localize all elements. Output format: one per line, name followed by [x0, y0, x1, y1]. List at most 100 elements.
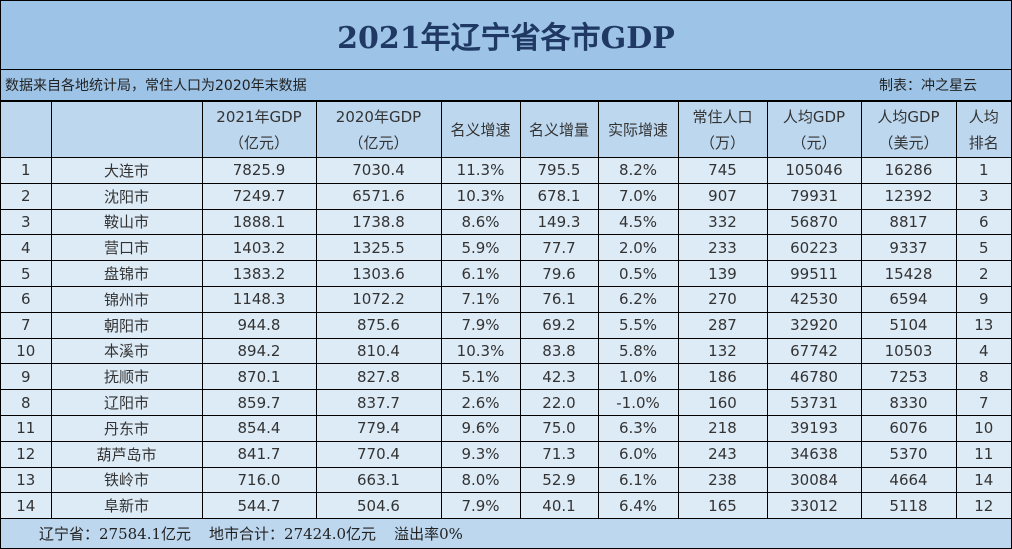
cell-real-growth: 6.3%	[597, 414, 679, 442]
cell-population: 243	[677, 440, 768, 468]
cell-gdp-rank: 9	[1, 363, 52, 391]
header-line: （万）	[699, 133, 745, 152]
column-header-gdp-per-capita-cny: 人均GDP （元）	[766, 101, 862, 158]
cell-nominal-growth: 7.1%	[440, 285, 521, 313]
cell-gdp-2021: 894.2	[201, 337, 317, 365]
table-row: 11 丹东市 854.4 779.4 9.6% 75.0 6.3% 218 39193 6076 1…	[1, 414, 1011, 442]
cell-nominal-growth: 8.6%	[440, 208, 521, 236]
cell-gdp-rank: 4	[1, 234, 52, 262]
cell-gdp-rank: 1	[1, 157, 52, 184]
cell-nominal-increase: 75.0	[519, 414, 599, 442]
cell-nominal-growth: 9.6%	[440, 414, 521, 442]
cell-gdp-rank: 7	[1, 311, 52, 339]
cell-per-capita-rank: 2	[955, 260, 1011, 287]
cell-city: 铁岭市	[50, 466, 203, 494]
column-header-city	[50, 101, 203, 158]
cell-real-growth: 7.0%	[597, 182, 679, 210]
cell-gdp-per-capita-cny: 32920	[766, 311, 862, 339]
cell-city: 大连市	[50, 157, 203, 184]
cell-city: 葫芦岛市	[50, 440, 203, 468]
cell-city: 锦州市	[50, 285, 203, 313]
cell-real-growth: 1.0%	[597, 363, 679, 391]
cell-gdp-rank: 12	[1, 440, 52, 468]
cell-population: 132	[677, 337, 768, 365]
cell-population: 165	[677, 492, 768, 520]
cell-gdp-per-capita-cny: 46780	[766, 363, 862, 391]
cell-per-capita-rank: 11	[955, 440, 1011, 468]
column-header-gdp-2021: 2021年GDP （亿元）	[201, 101, 317, 158]
table-row: 8 辽阳市 859.7 837.7 2.6% 22.0 -1.0% 160 53731 8330 7	[1, 389, 1011, 416]
cell-gdp-per-capita-usd: 5370	[860, 440, 957, 468]
gdp-table: 2021年GDP （亿元） 2020年GDP （亿元） 名义增速 名义增量 实际增速 常住人口…	[1, 101, 1011, 520]
cell-real-growth: 8.2%	[597, 157, 679, 184]
table-row: 6 锦州市 1148.3 1072.2 7.1% 76.1 6.2% 270 42530 6594…	[1, 285, 1011, 313]
cell-real-growth: 5.5%	[597, 311, 679, 339]
cell-gdp-per-capita-usd: 9337	[860, 234, 957, 262]
header-line: 2021年GDP	[216, 107, 302, 126]
header-line: 人均GDP	[782, 107, 846, 126]
table-row: 12 葫芦岛市 841.7 770.4 9.3% 71.3 6.0% 243 34638 5370…	[1, 440, 1011, 468]
cell-per-capita-rank: 9	[955, 285, 1011, 313]
cell-per-capita-rank: 12	[955, 492, 1011, 520]
column-header-real-growth: 实际增速	[597, 101, 679, 158]
cell-gdp-per-capita-cny: 42530	[766, 285, 862, 313]
cell-gdp-2021: 7825.9	[201, 157, 317, 184]
cell-nominal-growth: 6.1%	[440, 260, 521, 287]
cell-real-growth: 5.8%	[597, 337, 679, 365]
cell-city: 朝阳市	[50, 311, 203, 339]
header-line: 名义增速	[450, 120, 511, 139]
cell-gdp-rank: 2	[1, 182, 52, 210]
cell-per-capita-rank: 5	[955, 234, 1011, 262]
cell-real-growth: -1.0%	[597, 389, 679, 416]
table-maker: 制表：冲之星云	[879, 78, 977, 94]
header-line: （亿元）	[348, 133, 409, 152]
data-source-note: 数据来自各地统计局，常住人口为2020年末数据	[5, 78, 307, 94]
column-header-nominal-growth: 名义增速	[440, 101, 521, 158]
cell-gdp-per-capita-cny: 67742	[766, 337, 862, 365]
header-line: 人均	[968, 107, 999, 126]
cell-gdp-2021: 944.8	[201, 311, 317, 339]
cell-gdp-rank: 8	[1, 389, 52, 416]
table-row: 13 铁岭市 716.0 663.1 8.0% 52.9 6.1% 238 30084 4664 1…	[1, 466, 1011, 494]
cell-per-capita-rank: 13	[955, 311, 1011, 339]
cell-gdp-2021: 1888.1	[201, 208, 317, 236]
column-header-gdp-2020: 2020年GDP （亿元）	[315, 101, 442, 158]
cell-city: 鞍山市	[50, 208, 203, 236]
cell-gdp-rank: 5	[1, 260, 52, 287]
cell-gdp-2020: 663.1	[315, 466, 442, 494]
cell-gdp-2020: 504.6	[315, 492, 442, 520]
cell-population: 139	[677, 260, 768, 287]
cell-city: 沈阳市	[50, 182, 203, 210]
cell-per-capita-rank: 4	[955, 337, 1011, 365]
header-line: （美元）	[878, 133, 939, 152]
cell-gdp-2021: 1403.2	[201, 234, 317, 262]
cell-gdp-rank: 6	[1, 285, 52, 313]
cell-nominal-growth: 8.0%	[440, 466, 521, 494]
table-row: 14 阜新市 544.7 504.6 7.9% 40.1 6.4% 165 33012 5118 1…	[1, 492, 1011, 520]
cell-gdp-2020: 1072.2	[315, 285, 442, 313]
cell-city: 抚顺市	[50, 363, 203, 391]
table-row: 7 朝阳市 944.8 875.6 7.9% 69.2 5.5% 287 32920 5104 13	[1, 311, 1011, 339]
cell-gdp-per-capita-usd: 7253	[860, 363, 957, 391]
cell-nominal-increase: 71.3	[519, 440, 599, 468]
cell-population: 907	[677, 182, 768, 210]
cell-gdp-per-capita-usd: 10503	[860, 337, 957, 365]
cell-gdp-2021: 841.7	[201, 440, 317, 468]
header-line: 排名	[968, 133, 999, 152]
cell-gdp-rank: 3	[1, 208, 52, 236]
header-row: 2021年GDP （亿元） 2020年GDP （亿元） 名义增速 名义增量 实际增速 常住人口…	[1, 101, 1011, 158]
cell-gdp-2020: 770.4	[315, 440, 442, 468]
cell-real-growth: 6.1%	[597, 466, 679, 494]
cell-population: 233	[677, 234, 768, 262]
cell-nominal-increase: 149.3	[519, 208, 599, 236]
header-line: 名义增量	[528, 120, 589, 139]
cell-gdp-2020: 779.4	[315, 414, 442, 442]
table-row: 10 本溪市 894.2 810.4 10.3% 83.8 5.8% 132 67742 1050…	[1, 337, 1011, 365]
cell-per-capita-rank: 8	[955, 363, 1011, 391]
cell-population: 160	[677, 389, 768, 416]
cell-gdp-2020: 837.7	[315, 389, 442, 416]
cell-nominal-increase: 69.2	[519, 311, 599, 339]
cell-city: 丹东市	[50, 414, 203, 442]
cell-gdp-2020: 1303.6	[315, 260, 442, 287]
cell-population: 218	[677, 414, 768, 442]
